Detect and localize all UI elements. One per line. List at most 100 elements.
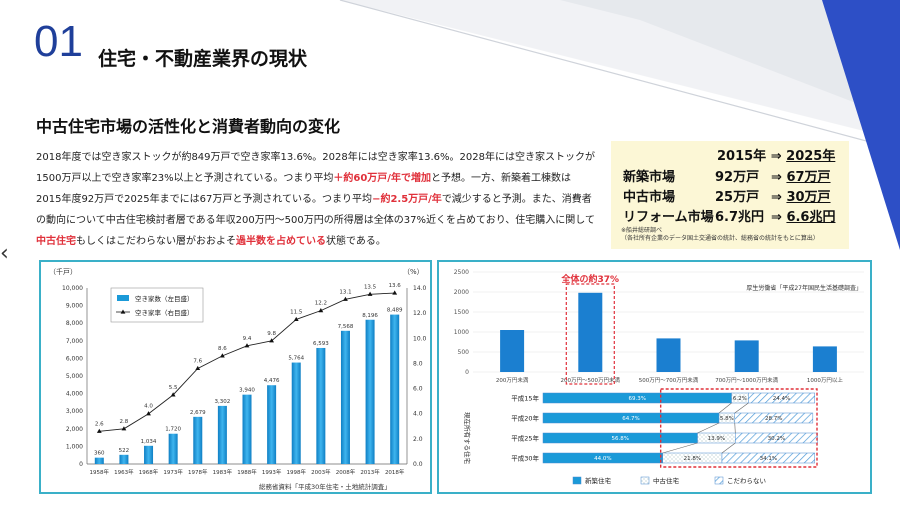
vacancy-rate-point	[195, 365, 201, 371]
rate-value-label: 8.6	[218, 346, 227, 352]
vacant-count-bar	[168, 433, 178, 464]
segment-label: 5.8%	[720, 416, 734, 422]
bar-value-label: 8,196	[362, 313, 378, 319]
row-label: 平成30年	[511, 454, 539, 463]
vacant-count-bar	[94, 457, 104, 464]
stats-row-label: リフォーム市場	[623, 210, 714, 225]
connector-line	[721, 442, 736, 454]
income-bar	[578, 292, 603, 372]
vacant-count-bar	[365, 319, 375, 464]
bar-value-label: 5,764	[288, 356, 304, 362]
y-tick-label: 2000	[454, 289, 469, 296]
y-axis-label: 現在所有する住宅	[463, 412, 472, 465]
right-tick-label: 12.0	[413, 310, 427, 317]
vacancy-rate-point	[121, 426, 127, 431]
segment-label: 44.0%	[594, 456, 611, 462]
vacancy-rate-point	[269, 338, 275, 343]
body-text: 2018年度では空き家ストックが約849万戸で空き家率13.6%。2028年には…	[36, 147, 596, 252]
x-tick-label: 2008年	[336, 468, 356, 476]
stats-row-to: 6.6兆円	[786, 210, 836, 225]
right-tick-label: 14.0	[413, 285, 427, 292]
previous-slide-chevron-icon[interactable]: ‹	[0, 241, 9, 266]
slide-title: 住宅・不動産業界の現状	[98, 48, 308, 70]
bar-value-label: 3,302	[215, 399, 231, 405]
right-tick-label: 6.0	[413, 386, 423, 393]
segment-label: 28.7%	[765, 416, 782, 422]
rate-value-label: 4.0	[144, 404, 153, 410]
stats-year-from: 2015年	[717, 149, 767, 164]
vacancy-rate-point	[96, 428, 102, 433]
income-bar	[734, 340, 759, 372]
bar-value-label: 1,720	[165, 427, 181, 433]
segment-label: 24.4%	[773, 396, 790, 402]
right-axis-unit: （%）	[403, 268, 424, 276]
left-tick-label: 3,000	[66, 408, 83, 415]
stats-row-from: 25万戸	[715, 190, 760, 205]
legend-label: 中古住宅	[653, 476, 680, 485]
income-and-preference-chart-panel: 0 500 1000 1500 2000 2500 200万円未満 200万円〜500万円未満…	[437, 260, 872, 494]
x-tick-label: 200万円未満	[496, 376, 529, 384]
chart-source: 厚生労働省「平成27年国民生活基礎調査」	[746, 284, 862, 292]
vacant-count-bar	[390, 314, 400, 464]
left-tick-label: 0	[79, 461, 83, 468]
legend-label: 空き家数（左目盛）	[135, 294, 194, 303]
right-tick-label: 4.0	[413, 411, 423, 418]
left-tick-label: 4,000	[66, 391, 83, 398]
body-highlight: 中古住宅	[36, 236, 76, 247]
stats-row-label: 中古市場	[623, 190, 676, 205]
section-heading: 中古住宅市場の活性化と消費者動向の変化	[36, 117, 341, 136]
vacant-count-bar	[144, 445, 154, 464]
arrow-icon: ⇒	[771, 170, 782, 185]
stats-row-to: 30万戸	[786, 190, 831, 205]
segment-label: 6.2%	[733, 396, 747, 402]
legend-swatch	[640, 476, 650, 485]
income-and-preference-chart: 0 500 1000 1500 2000 2500 200万円未満 200万円〜500万円未満…	[454, 269, 864, 485]
highlight-annotation: 全体の約37%	[561, 273, 620, 285]
left-tick-label: 5,000	[66, 373, 83, 380]
row-label: 平成20年	[511, 414, 539, 423]
x-tick-label: 1998年	[286, 468, 306, 476]
right-tick-label: 8.0	[413, 360, 423, 367]
bar-value-label: 522	[119, 448, 130, 454]
right-tick-label: 10.0	[413, 335, 427, 342]
bar-value-label: 3,940	[239, 388, 255, 394]
vacant-count-bar	[217, 405, 227, 464]
x-tick-label: 1963年	[114, 468, 134, 476]
stats-row-to: 67万戸	[786, 170, 831, 185]
bar-value-label: 360	[94, 451, 105, 457]
rate-value-label: 2.8	[120, 419, 129, 425]
legend-swatch	[572, 476, 582, 485]
stats-year-to: 2025年	[786, 149, 836, 164]
stats-note: （各社所有企業のデータ国土交通省の統計、総務省の統計をもとに算出）	[621, 235, 819, 242]
legend-box	[110, 287, 204, 323]
rate-value-label: 7.6	[193, 358, 202, 364]
x-tick-label: 1000万円以上	[807, 376, 843, 384]
stacked-segment	[734, 412, 814, 424]
stats-row-from: 6.7兆円	[715, 210, 765, 225]
vacancy-rate-point	[146, 411, 151, 416]
x-tick-label: 500万円〜700万円未満	[639, 376, 699, 384]
left-tick-label: 6,000	[66, 355, 83, 362]
segment-label: 21.8%	[684, 456, 701, 462]
rate-value-label: 12.2	[315, 301, 327, 307]
left-tick-label: 7,000	[66, 338, 83, 345]
legend-swatch-bar	[117, 295, 129, 301]
vacant-count-bar	[242, 394, 252, 464]
connector-line	[718, 402, 732, 414]
rate-value-label: 9.4	[243, 336, 252, 342]
legend-swatch-marker	[120, 309, 126, 314]
stats-row-label: 新築市場	[623, 170, 676, 185]
y-tick-label: 2500	[454, 269, 469, 276]
y-tick-label: 500	[458, 349, 470, 356]
slide-number: 01	[34, 17, 83, 66]
segment-label: 34.1%	[760, 456, 777, 462]
body-text-part: で減少すると予測。また、消費者の動向について中古住宅検討者層である年収200万円…	[36, 194, 595, 226]
segment-label: 30.2%	[768, 436, 785, 442]
x-tick-label: 1958年	[90, 468, 110, 476]
x-tick-label: 700万円〜1000万円未満	[715, 376, 778, 384]
vacant-count-bar	[291, 362, 301, 464]
market-stats-box: 2015年 ⇒ 2025年 新築市場 92万戸 ⇒ 67万戸 中古市場 25万戸 ⇒ 3…	[611, 141, 849, 249]
bar-value-label: 8,489	[387, 308, 403, 314]
rate-value-label: 13.6	[389, 283, 402, 289]
